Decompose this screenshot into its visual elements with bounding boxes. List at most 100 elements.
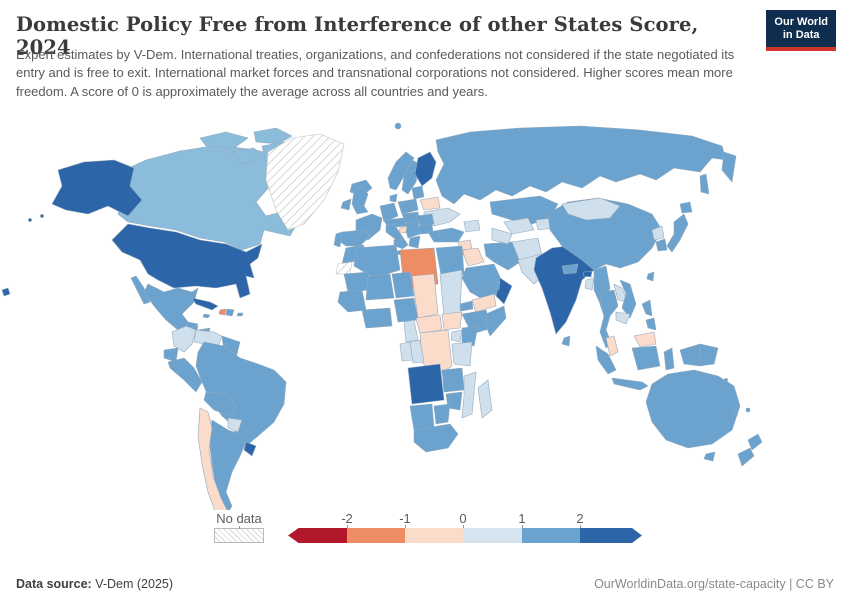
region-mozambique[interactable] [461, 371, 477, 419]
region-bolivia[interactable] [203, 391, 237, 417]
region-uganda[interactable] [450, 329, 463, 343]
region-chile[interactable] [197, 407, 228, 510]
region-java[interactable] [611, 377, 649, 391]
region-baltics[interactable] [411, 185, 425, 200]
region-mali[interactable] [365, 273, 395, 301]
region-germany[interactable] [379, 202, 399, 223]
region-ghana[interactable] [361, 307, 393, 329]
legend-segment[interactable] [580, 528, 642, 543]
region-yemen[interactable] [471, 293, 497, 313]
region-turkmenistan[interactable] [491, 227, 513, 245]
region-puerto-rico[interactable] [236, 312, 244, 317]
region-nigeria[interactable] [393, 297, 419, 323]
region-uruguay[interactable] [243, 441, 257, 457]
region-cuba[interactable] [191, 297, 219, 311]
region-malaysia-peninsula[interactable] [605, 335, 619, 357]
region-hokkaido[interactable] [679, 201, 693, 214]
region-vanuatu[interactable] [734, 412, 738, 416]
region-denmark[interactable] [389, 193, 398, 203]
region-madagascar[interactable] [477, 379, 493, 419]
region-australia[interactable] [645, 369, 741, 449]
region-west-papua[interactable] [679, 343, 701, 367]
region-south-sudan[interactable] [441, 311, 463, 331]
region-nz-north[interactable] [747, 433, 763, 451]
region-jamaica[interactable] [202, 313, 211, 319]
license-link[interactable]: OurWorldinData.org/state-capacity | CC B… [594, 577, 834, 591]
region-mongolia[interactable] [561, 197, 621, 221]
region-usa[interactable] [111, 223, 263, 299]
region-mexico[interactable] [143, 283, 199, 335]
region-svalbard[interactable] [394, 122, 402, 130]
region-western-sahara[interactable] [335, 261, 353, 275]
legend-segment[interactable] [405, 528, 463, 543]
region-romania[interactable] [415, 213, 435, 227]
region-uae[interactable] [489, 280, 501, 291]
region-chad[interactable] [411, 273, 439, 319]
region-argentina[interactable] [208, 419, 247, 510]
region-turkey[interactable] [427, 227, 465, 243]
region-tunisia[interactable] [393, 237, 403, 249]
region-bhutan[interactable] [582, 270, 593, 278]
region-senegal[interactable] [337, 289, 367, 313]
region-baja[interactable] [130, 275, 151, 305]
region-canada-arctic3[interactable] [231, 147, 263, 165]
region-poland[interactable] [397, 198, 419, 215]
region-bosnia[interactable] [398, 225, 408, 234]
legend-no-data-swatch[interactable] [214, 526, 264, 543]
region-aleutians2[interactable] [28, 218, 32, 222]
region-sri-lanka[interactable] [561, 335, 571, 347]
region-namibia[interactable] [409, 403, 435, 431]
region-aleutians[interactable] [40, 214, 44, 218]
legend-segment[interactable] [463, 528, 522, 543]
region-canada-arctic1[interactable] [199, 131, 249, 149]
region-colombia[interactable] [171, 325, 197, 353]
region-peru[interactable] [167, 357, 203, 393]
region-sakhalin[interactable] [699, 173, 710, 195]
region-philippines2[interactable] [645, 317, 657, 331]
region-taiwan[interactable] [646, 271, 655, 282]
region-bangladesh[interactable] [584, 277, 595, 291]
region-paraguay[interactable] [227, 417, 243, 433]
region-solomons[interactable] [724, 378, 728, 382]
region-greenland[interactable] [265, 133, 345, 231]
legend-color-bar[interactable] [288, 525, 642, 543]
region-portugal[interactable] [333, 231, 343, 248]
region-eritrea[interactable] [459, 300, 474, 312]
region-north-korea[interactable] [651, 225, 665, 241]
region-nepal[interactable] [561, 263, 579, 275]
region-kalimantan[interactable] [631, 345, 661, 371]
region-zambia[interactable] [441, 367, 465, 393]
region-vietnam[interactable] [619, 279, 637, 319]
region-canada-arctic2[interactable] [253, 127, 293, 145]
region-haiti[interactable] [218, 308, 227, 316]
region-japan[interactable] [666, 213, 689, 253]
region-tasmania[interactable] [703, 451, 716, 462]
region-fiji[interactable] [745, 407, 751, 413]
region-spain[interactable] [337, 229, 371, 247]
region-sumatra[interactable] [595, 345, 617, 375]
region-italy[interactable] [385, 223, 409, 250]
region-cameroon[interactable] [403, 319, 419, 343]
region-png[interactable] [699, 343, 719, 367]
region-caucasus[interactable] [463, 219, 481, 233]
legend-segment[interactable] [288, 528, 347, 543]
region-mauritania[interactable] [343, 271, 371, 293]
region-philippines1[interactable] [641, 299, 653, 317]
region-nz-south[interactable] [737, 447, 755, 467]
region-somalia[interactable] [485, 305, 507, 337]
region-finland[interactable] [414, 151, 437, 187]
region-niger[interactable] [391, 271, 415, 299]
region-uzbekistan[interactable] [503, 217, 535, 235]
region-cambodia[interactable] [615, 311, 631, 325]
region-botswana[interactable] [433, 403, 451, 425]
region-serbia[interactable] [403, 221, 421, 239]
owid-logo[interactable]: Our World in Data [766, 10, 836, 52]
region-angola[interactable] [407, 363, 445, 405]
region-alaska[interactable] [51, 159, 143, 217]
region-sudan[interactable] [439, 269, 463, 317]
region-south-africa[interactable] [413, 423, 459, 453]
region-car[interactable] [415, 314, 443, 334]
region-greece[interactable] [408, 235, 421, 249]
region-uk[interactable] [351, 185, 369, 215]
region-canada[interactable] [117, 144, 303, 251]
